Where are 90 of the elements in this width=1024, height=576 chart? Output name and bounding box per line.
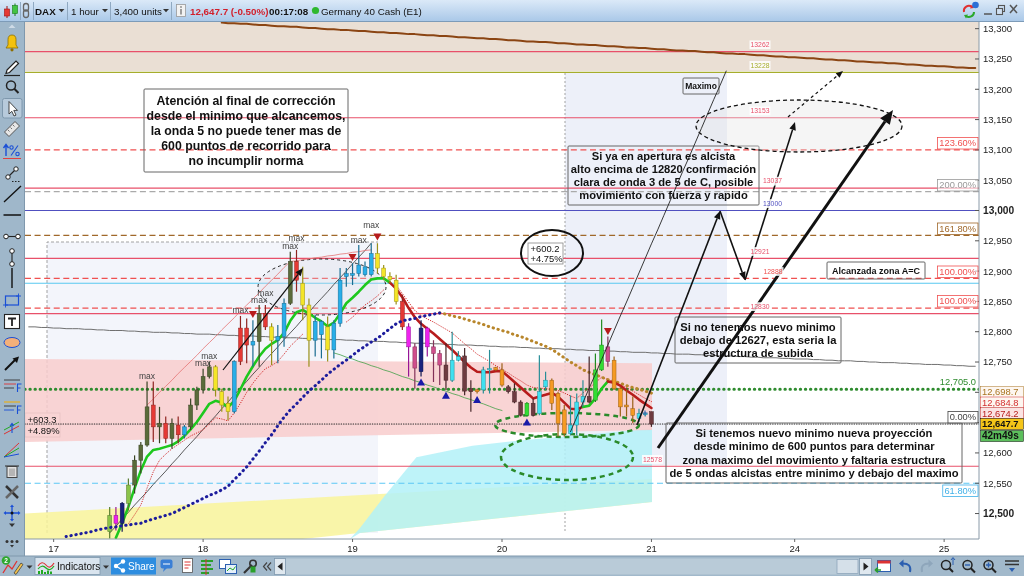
chart-title: DAX [35, 5, 57, 17]
text: max [363, 220, 380, 231]
ref-line-label: 12,705.0 [939, 376, 976, 387]
candlestick [543, 371, 548, 391]
y-tick-label: 12,500 [983, 507, 1015, 519]
text: max [232, 305, 249, 316]
x-tick-label: 24 [789, 542, 800, 554]
line-series [127, 333, 304, 525]
candlestick [605, 335, 611, 368]
y-tick-label: 12,850 [983, 295, 1013, 307]
text: 3,400 units [114, 5, 163, 17]
candlestick [412, 342, 417, 390]
annotation: Si tenemos nuevo minimo nueva proyección desde minimo de 600 puntos para determinar zona maximo del movimiento y faltaria estructura de 5 ondas alcistas entre minimo y debajo del maximo [669, 427, 959, 479]
candlestick [169, 417, 175, 450]
text: max [139, 370, 156, 381]
candlestick [157, 406, 162, 444]
candlestick [119, 501, 125, 533]
candlestick [250, 319, 256, 368]
candlestick [530, 397, 536, 418]
annotation: 0.00% [949, 412, 976, 423]
annotation: 100.00% [939, 296, 976, 307]
text: 12,674.2 [982, 407, 1019, 419]
line-series [345, 289, 385, 323]
y-tick-label: 13,300 [983, 23, 1013, 35]
y-tick-label: 12,600 [983, 447, 1013, 459]
x-tick-label: 25 [938, 542, 950, 554]
text: 00:17:08 [269, 5, 309, 17]
point [441, 391, 450, 399]
x-tick-label: 18 [197, 542, 209, 554]
annotation: 61.80% [944, 485, 976, 496]
text: Indicators [57, 561, 101, 572]
text: 12,647.7 (-0.50%) [190, 5, 269, 17]
point [417, 378, 426, 386]
candlestick [406, 322, 411, 378]
y-tick-label: 13,050 [983, 174, 1013, 186]
candlestick [425, 326, 430, 358]
candlestick [587, 355, 592, 404]
annotation: +603.3 +4.89% [27, 413, 60, 437]
y-tick-label: 13,100 [983, 144, 1013, 156]
text: 12,698.7 [982, 386, 1019, 398]
point [473, 396, 482, 404]
annotation: Maximo [685, 81, 717, 91]
y-tick-label: 12,550 [983, 477, 1013, 489]
chart-subtitle: Germany 40 Cash (E1) [321, 5, 422, 17]
candlestick [126, 477, 131, 512]
text: 42m49s [982, 430, 1020, 442]
candlestick [176, 415, 181, 444]
annotation: Alcanzada zona A=C [832, 265, 921, 276]
y-tick-label: 13,000 [983, 204, 1015, 216]
annotation: 100.00% [939, 266, 976, 277]
candlestick [325, 315, 330, 363]
candlestick [630, 395, 635, 424]
annotation: 161.80% [939, 223, 976, 234]
annotation: 123.60% [939, 138, 976, 149]
candlestick [443, 342, 449, 391]
y-tick-label: 13,250 [983, 53, 1013, 65]
y-tick-label: 13,150 [983, 113, 1013, 125]
candlestick [213, 364, 218, 398]
text: max [195, 358, 212, 369]
text: 12,647.7 [982, 418, 1019, 430]
y-tick-label: 13,200 [983, 83, 1013, 95]
y-tick-label: 12,950 [983, 235, 1013, 247]
y-tick-label: 12,800 [983, 326, 1013, 338]
candlestick [107, 506, 112, 539]
point [522, 418, 531, 426]
y-tick-label: 12,750 [983, 356, 1013, 368]
text: max [257, 288, 274, 299]
text: 1 hour [71, 5, 100, 17]
annotation: +600.2 +4.75% [530, 242, 563, 264]
text: Share [128, 561, 156, 572]
text: max [282, 241, 299, 252]
candlestick [163, 415, 168, 444]
candlestick [269, 322, 274, 366]
annotation: 200.00% [939, 180, 976, 191]
line-series [109, 242, 372, 534]
x-tick-label: 19 [347, 542, 358, 554]
line-series [64, 311, 442, 539]
x-tick-label: 20 [496, 542, 508, 554]
text: max [201, 350, 218, 361]
x-tick-label: 21 [646, 542, 657, 554]
y-tick-label: 12,900 [983, 265, 1013, 277]
text: max [350, 234, 367, 245]
x-tick-label: 17 [48, 542, 59, 554]
candlestick [113, 506, 119, 532]
text: max [288, 233, 305, 244]
line-series [220, 22, 977, 70]
candlestick [393, 274, 399, 306]
candlestick [537, 354, 542, 416]
text: 12,684.8 [982, 397, 1019, 408]
candlestick [151, 380, 156, 443]
